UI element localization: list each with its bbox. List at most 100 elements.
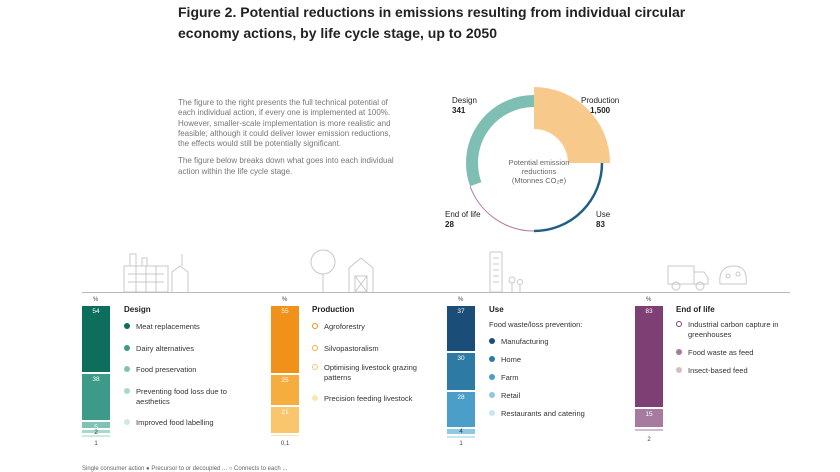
donut-label-design: Design 341 (452, 96, 477, 116)
legend-item-label: Agroforestry (324, 322, 365, 331)
legend-item: Precision feeding livestock (312, 394, 432, 404)
factory-icon (123, 253, 189, 292)
bar-value-label: 2 (94, 429, 98, 436)
farm-icon (310, 249, 374, 292)
use-percent-label: % (458, 297, 464, 303)
use-bar-segment: 4 (447, 428, 475, 435)
design-bar-segment: 5 (82, 422, 110, 431)
legend-item-label: Improved food labelling (136, 418, 214, 427)
legend-dot-icon (489, 410, 495, 416)
ground-line (82, 292, 790, 293)
bar-value-label: 30 (457, 355, 465, 362)
legend-item: Optimising livestock grazing patterns (312, 363, 432, 382)
legend-item: Farm (489, 373, 609, 383)
bar-value-label: 0,1 (280, 441, 290, 447)
production-bar-segment: 25 (271, 375, 299, 405)
legend-item: Meat replacements (124, 322, 244, 332)
donut-label-production: Production 1,500 (581, 96, 619, 116)
bar-value-label: 21 (281, 409, 289, 416)
donut-label-use-name: Use (596, 210, 611, 219)
legend-item: Insect-based feed (676, 366, 796, 376)
production-bar-segment (271, 435, 299, 436)
design-bar-segment: 2 (82, 429, 110, 436)
legend-dot-icon (124, 388, 130, 394)
legend-dot-icon (124, 419, 130, 425)
use-title: Use (489, 305, 504, 314)
donut-center-line-3: (Mtonnes CO₂e) (511, 176, 567, 185)
legend-dot-icon (676, 367, 682, 373)
donut-label-use-value: 83 (596, 220, 605, 229)
donut-label-end-of-life-value: 28 (445, 220, 454, 229)
donut-label-production-name: Production (581, 96, 620, 105)
design-percent-label: % (93, 297, 99, 303)
legend-dot-icon (312, 364, 318, 370)
legend-item-label: Farm (501, 373, 519, 382)
bar-value-label: 5 (94, 424, 98, 431)
legend-dot-icon (676, 349, 682, 355)
bar-value-label: 1 (459, 441, 463, 447)
donut-label-end-of-life: End of life 28 (445, 210, 481, 230)
legend-item: Restaurants and catering (489, 409, 609, 419)
bar-value-label: 55 (281, 308, 289, 315)
production-percent-label: % (282, 297, 288, 303)
use-bar-segment (447, 436, 475, 438)
legend-dot-icon (312, 345, 318, 351)
legend-item-label: Manufacturing (501, 337, 549, 346)
legend-item-label: Preventing food loss due to aesthetics (136, 387, 227, 406)
legend-item: Food waste as feed (676, 348, 796, 358)
legend-dot-icon (676, 321, 682, 327)
legend-dot-icon (124, 366, 130, 372)
bar-value-label: 25 (281, 377, 289, 384)
end-of-life-bar-segment: 15 (635, 409, 663, 427)
legend-item-label: Optimising livestock grazing patterns (324, 363, 417, 382)
legend-item-label: Restaurants and catering (501, 409, 585, 418)
legend-item: Manufacturing (489, 337, 609, 347)
use-bar-segment: 28 (447, 392, 475, 427)
production-bar-segment: 55 (271, 306, 299, 373)
buildings-icon (489, 251, 523, 292)
legend-item: Silvopastoralism (312, 344, 432, 354)
intro-paragraph-2: The figure below breaks down what goes i… (178, 156, 394, 176)
legend-item-label: Precision feeding livestock (324, 394, 413, 403)
legend-dot-icon (312, 395, 318, 401)
legend-item: Food preservation (124, 365, 244, 375)
legend-item-label: Home (501, 355, 522, 364)
end-of-life-title: End of life (676, 305, 715, 314)
donut-center-line-1: Potential emission (508, 158, 570, 167)
donut-center-text: Potential emission reductions (Mtonnes C… (486, 158, 592, 185)
legend-item-label: Industrial carbon capture in greenhouses (688, 320, 779, 339)
donut-label-design-name: Design (452, 96, 477, 105)
legend-item: Industrial carbon capture in greenhouses (676, 320, 796, 339)
legend-item-label: Silvopastoralism (324, 344, 379, 353)
legend-dot-icon (489, 392, 495, 398)
donut-label-design-value: 341 (452, 106, 466, 115)
bar-value-label: 1 (94, 441, 98, 447)
legend-item-label: Dairy alternatives (136, 344, 194, 353)
end-of-life-percent-label: % (646, 297, 652, 303)
legend-item: Preventing food loss due to aesthetics (124, 387, 244, 406)
footer-legend: Single consumer action ● Precursor to or… (82, 466, 288, 472)
use-subtitle: Food waste/loss prevention: (489, 320, 583, 329)
donut-label-use: Use 83 (596, 210, 610, 230)
legend-item-label: Meat replacements (136, 322, 200, 331)
legend-item: Agroforestry (312, 322, 432, 332)
legend-item-label: Food preservation (136, 365, 197, 374)
legend-dot-icon (489, 374, 495, 380)
legend-item: Dairy alternatives (124, 344, 244, 354)
design-bar-segment: 38 (82, 374, 110, 420)
intro-text: The figure to the right presents the ful… (178, 98, 398, 184)
legend-item: Retail (489, 391, 609, 401)
bar-value-label: 2 (647, 437, 651, 443)
legend-dot-icon (124, 345, 130, 351)
bar-value-label: 28 (457, 394, 465, 401)
figure-title: Figure 2. Potential reductions in emissi… (178, 4, 686, 41)
donut-center-line-2: reductions (521, 167, 557, 176)
legend-item: Improved food labelling (124, 418, 244, 428)
design-bar-segment: 54 (82, 306, 110, 372)
donut-label-production-value: 1,500 (590, 106, 611, 115)
use-bar-segment: 37 (447, 306, 475, 351)
legend-item-label: Food waste as feed (688, 348, 754, 357)
legend-item-label: Insect-based feed (688, 366, 748, 375)
end-of-life-bar-segment (635, 429, 663, 431)
donut-label-end-of-life-name: End of life (445, 210, 481, 219)
